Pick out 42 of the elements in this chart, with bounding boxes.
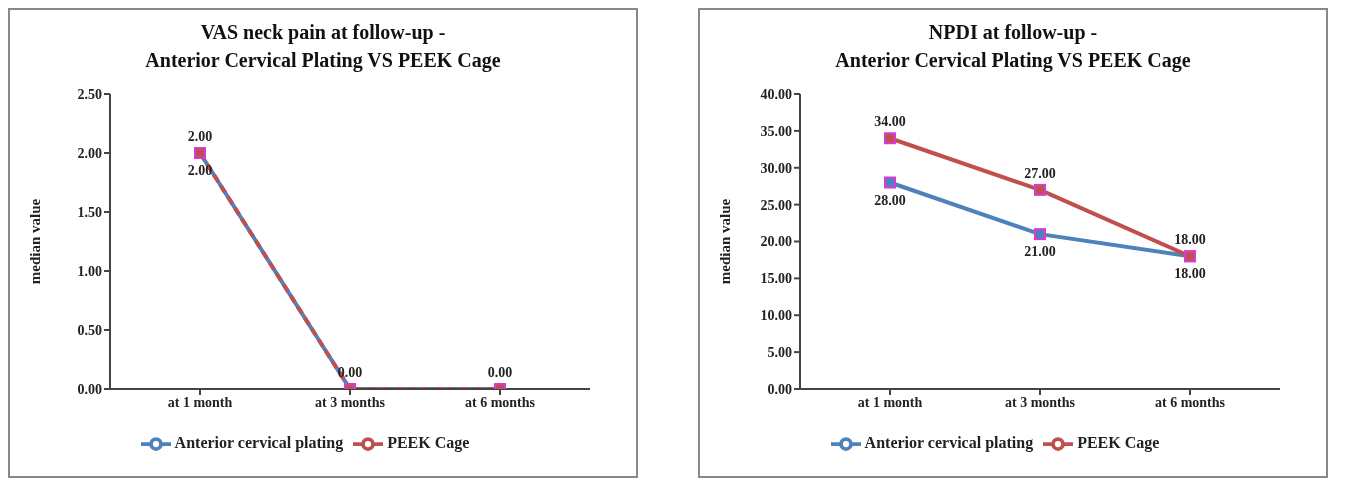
x-tick-label: at 6 months bbox=[1154, 394, 1226, 410]
legend-label: PEEK Cage bbox=[1077, 433, 1160, 451]
legend-label: Anterior cervical plating bbox=[864, 433, 1034, 451]
legend-label: Anterior cervical plating bbox=[174, 433, 344, 451]
data-label: 21.00 bbox=[1024, 244, 1056, 260]
point bbox=[1034, 228, 1046, 241]
data-label: 18.00 bbox=[1174, 266, 1206, 282]
y-tick-label: 2.50 bbox=[77, 86, 102, 102]
point bbox=[1034, 183, 1046, 196]
data-label: 34.00 bbox=[874, 114, 906, 130]
data-label: 2.00 bbox=[187, 163, 213, 178]
y-tick-label: 1.50 bbox=[77, 204, 102, 220]
y-tick-label: 0.50 bbox=[77, 322, 102, 338]
x-tick-label: at 1 month bbox=[857, 394, 923, 410]
y-tick-label: 0.00 bbox=[767, 381, 792, 397]
x-tick-label: at 3 months bbox=[1004, 394, 1076, 410]
data-label: 27.00 bbox=[1024, 165, 1056, 181]
y-tick-label: 15.00 bbox=[760, 271, 792, 287]
data-label: 18.00 bbox=[1174, 232, 1206, 248]
y-axis-title: median value bbox=[27, 198, 44, 285]
x-tick-label: at 6 months bbox=[464, 394, 536, 410]
point bbox=[884, 176, 896, 189]
y-tick-label: 25.00 bbox=[760, 197, 792, 213]
y-tick-label: 2.00 bbox=[77, 145, 102, 161]
y-tick-label: 10.00 bbox=[760, 308, 792, 324]
y-tick-label: 20.00 bbox=[760, 234, 792, 250]
y-tick-label: 30.00 bbox=[760, 160, 792, 176]
data-label: 2.00 bbox=[187, 129, 213, 144]
legend-label: PEEK Cage bbox=[387, 433, 470, 451]
x-tick-label: at 3 months bbox=[314, 394, 386, 410]
y-tick-label: 40.00 bbox=[760, 86, 792, 102]
y-tick-label: 1.00 bbox=[77, 263, 102, 279]
chart-title: VAS neck pain at follow-up - Anterior Cervical Plating VS PEEK Cage bbox=[144, 20, 502, 74]
y-axis-title: median value bbox=[717, 198, 734, 285]
y-tick-label: 0.00 bbox=[77, 381, 102, 397]
point bbox=[884, 132, 896, 145]
x-tick-label: at 1 month bbox=[167, 394, 233, 410]
y-tick-label: 5.00 bbox=[767, 345, 792, 361]
data-label: 28.00 bbox=[874, 192, 906, 208]
data-label: 0.00 bbox=[487, 365, 513, 380]
y-tick-label: 35.00 bbox=[760, 123, 792, 139]
chart-title: NPDI at follow-up - Anterior Cervical Plating VS PEEK Cage bbox=[834, 20, 1192, 74]
